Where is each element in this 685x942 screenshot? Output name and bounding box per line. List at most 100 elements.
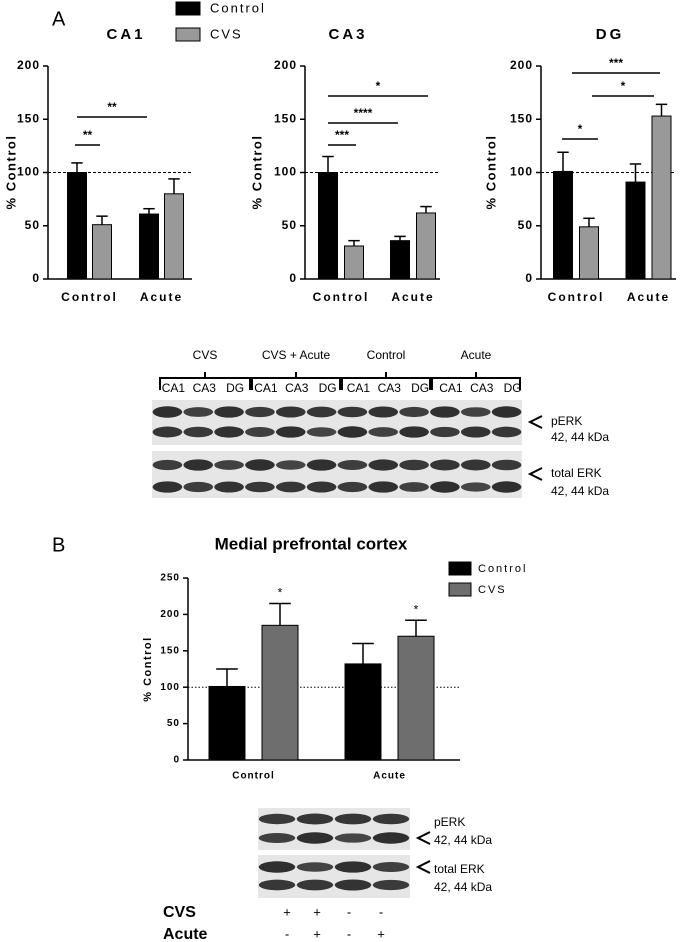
panel-label: B [52, 534, 65, 556]
x-tick-label: Control [548, 290, 605, 304]
blot-band [275, 406, 306, 418]
significance-label: * [621, 79, 626, 93]
blot-band [183, 459, 214, 471]
arrow [527, 467, 543, 481]
arrow [415, 860, 431, 874]
blot-band [491, 459, 522, 471]
blot-band [430, 426, 460, 438]
lane-label: CA1 [439, 381, 463, 395]
y-tick-label: 100 [510, 165, 533, 179]
legend-swatch [175, 27, 201, 42]
blot-band [183, 407, 214, 417]
band-size: 42, 44 kDa [434, 833, 492, 847]
significance-label: *** [609, 56, 623, 70]
y-tick-label: 150 [17, 111, 40, 125]
blot-band [399, 459, 429, 471]
bar [344, 663, 382, 761]
bar [553, 170, 573, 280]
arrow [527, 415, 543, 429]
blot-band [275, 460, 306, 470]
blot-band [152, 426, 183, 438]
band-name: pERK [551, 414, 582, 428]
y-tick-label: 100 [17, 165, 40, 179]
chart-title: DG [596, 26, 625, 43]
y-tick-label: 0 [525, 271, 533, 285]
blot-band [368, 406, 399, 418]
group-bracket [431, 372, 521, 390]
blot-band [306, 481, 337, 493]
legend-swatch [448, 582, 472, 597]
band-size: 42, 44 kDa [551, 484, 609, 498]
blot-band [334, 861, 372, 873]
blot-band [334, 833, 372, 843]
y-tick-label: 250 [160, 573, 180, 584]
group-label: Control [367, 348, 406, 362]
lane-label: DG [411, 381, 429, 395]
band-size: 42, 44 kDa [551, 430, 609, 444]
y-tick-label: 150 [510, 111, 533, 125]
blot-band [372, 879, 410, 891]
bar [651, 115, 672, 280]
panel-label: A [52, 8, 66, 30]
y-axis-label: % Control [249, 135, 264, 210]
row-cell: - [347, 904, 351, 919]
blot-band [372, 861, 410, 873]
blot-band [306, 427, 337, 437]
blot-band [245, 406, 275, 418]
y-tick-label: 200 [510, 58, 533, 72]
band-name: total ERK [434, 862, 485, 876]
significance-label: * [414, 602, 419, 616]
blot-band [258, 833, 296, 843]
y-tick-label: 200 [17, 58, 40, 72]
row-cell: + [377, 926, 385, 941]
y-tick-label: 50 [25, 218, 40, 232]
blot-band [337, 460, 368, 470]
blot-band [245, 459, 275, 471]
significance-label: **** [354, 106, 373, 120]
y-axis-label: % Control [3, 135, 18, 210]
legend-label: Control [478, 563, 527, 575]
lane-label: DG [319, 381, 337, 395]
significance-label: * [376, 79, 381, 93]
blot-band [334, 813, 372, 825]
blot-band [275, 426, 306, 438]
x-tick-label: Control [313, 290, 370, 304]
group-bracket [159, 372, 251, 390]
row-label: Acute [163, 926, 208, 942]
bar [579, 226, 599, 280]
blot-band [399, 406, 429, 418]
row-cell: + [313, 926, 321, 941]
bar [208, 685, 246, 761]
band-name: pERK [434, 815, 465, 829]
blot-band [460, 482, 491, 492]
y-tick-label: 150 [160, 645, 180, 656]
blot-band [306, 406, 337, 418]
lane-label: DG [504, 381, 522, 395]
blot-band [152, 406, 183, 418]
bar [397, 635, 435, 761]
row-label: CVS [163, 904, 196, 921]
row-cell: - [285, 926, 289, 941]
bar [344, 245, 364, 280]
y-tick-label: 150 [274, 111, 297, 125]
blot-band [460, 407, 491, 417]
y-tick-label: 100 [160, 682, 180, 693]
bar [139, 213, 159, 280]
row-cell: + [283, 904, 291, 919]
blot-band [368, 481, 399, 493]
blot-strip [152, 400, 522, 445]
blot-band [399, 426, 429, 438]
blot-band [491, 426, 522, 438]
blot-band [491, 406, 522, 418]
lane-label: CA1 [347, 381, 371, 395]
blot-strip [152, 451, 522, 498]
lane-label: CA3 [193, 381, 217, 395]
blot-band [337, 481, 368, 493]
chart-title: Medial prefrontal cortex [215, 534, 408, 553]
bar [67, 172, 87, 280]
x-tick-label: Acute [391, 290, 434, 304]
bar [625, 181, 646, 280]
lane-label: CA1 [254, 381, 278, 395]
